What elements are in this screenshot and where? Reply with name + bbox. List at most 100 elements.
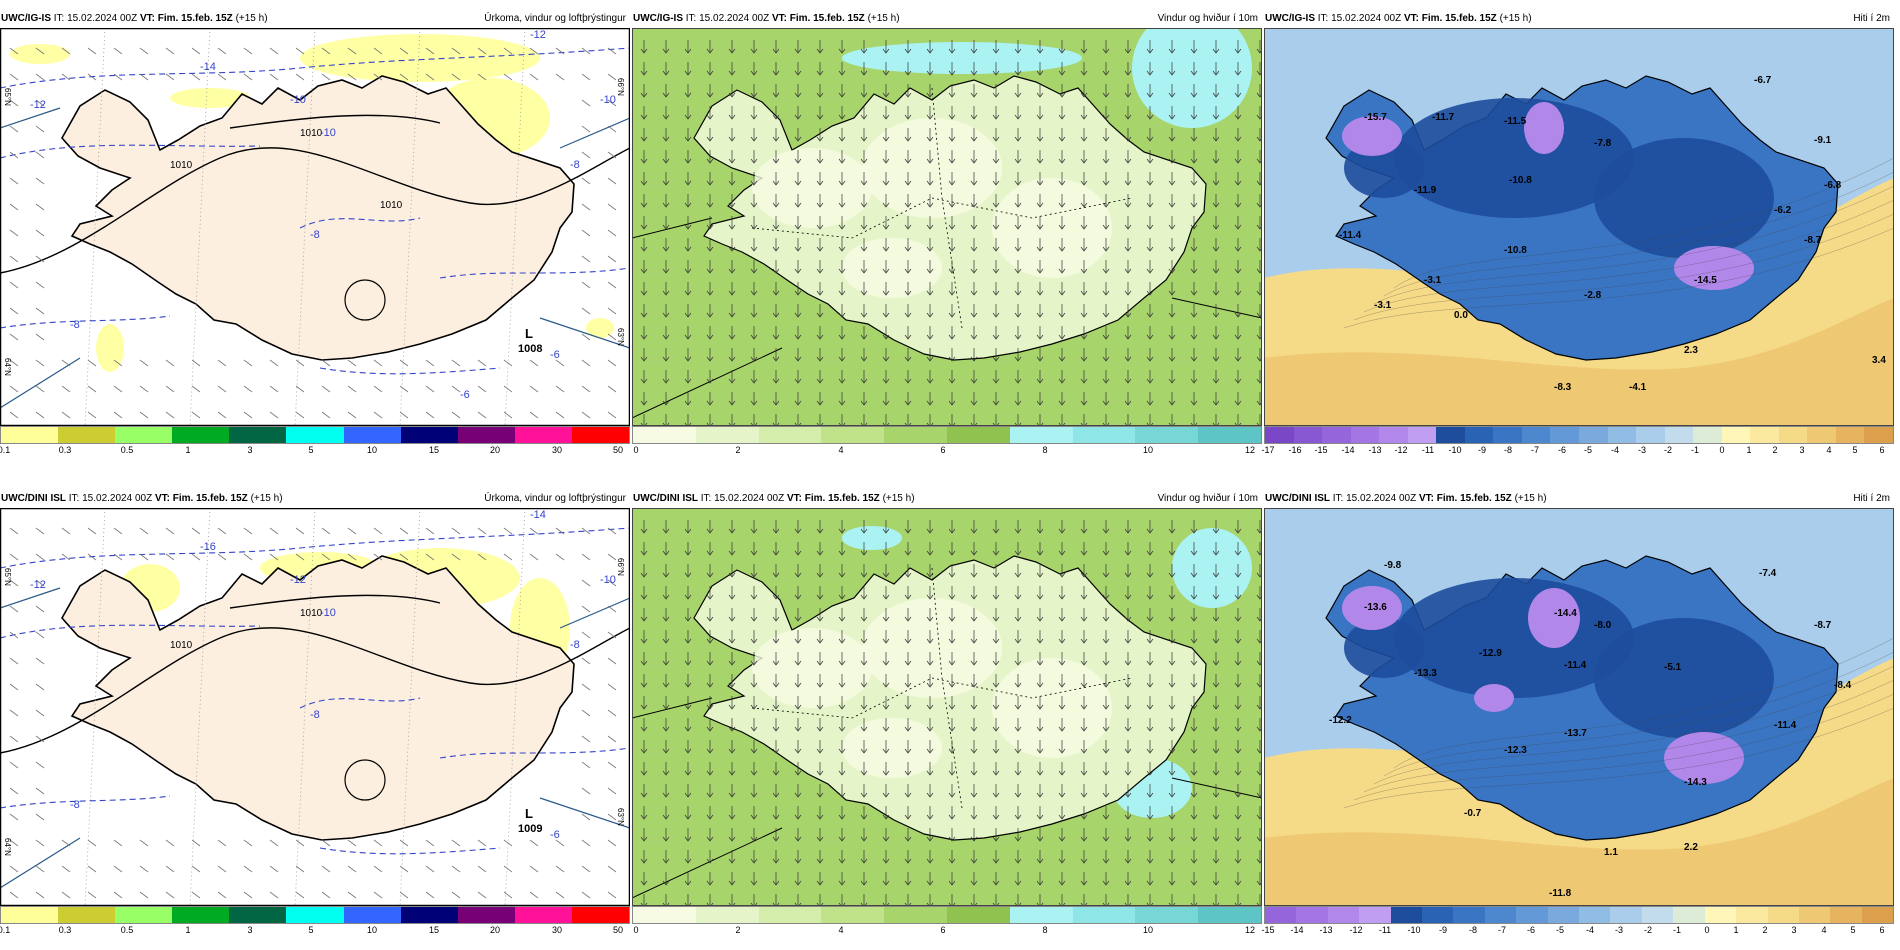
wind-barb [35,709,45,717]
init-time: IT: 15.02.2024 00Z [1317,13,1402,24]
wind-arrow [1190,106,1198,120]
wind-arrow [838,62,846,76]
wind-arrow [772,150,780,164]
colorbar-swatch [1293,427,1323,443]
wind-arrow [838,238,846,252]
wind-arrow [772,128,780,142]
wind-arrow [838,150,846,164]
wind-arrow [1146,304,1154,318]
wind-arrow [948,608,956,622]
wind-arrow [838,784,846,798]
colorbar-swatch [1484,907,1517,923]
wind-arrow [662,586,670,600]
wind-arrow [992,62,1000,76]
wind-barb [581,333,591,341]
wind-barb [607,709,617,717]
wind-arrow [1256,304,1262,318]
wind-arrow [1168,674,1176,688]
wind-arrow [1080,630,1088,644]
wind-arrow [970,128,978,142]
colorbar-tick-label: 10 [1142,925,1154,935]
wind-arrow [904,718,912,732]
wind-arrow [662,762,670,776]
wind-arrow [1058,850,1066,864]
wind-arrow [750,370,758,384]
wind-arrow [1212,326,1220,340]
wind-barb [607,657,617,665]
wind-arrow [1146,194,1154,208]
wind-arrow [1190,762,1198,776]
wind-arrow [904,630,912,644]
colorbar-swatch [1350,427,1380,443]
wind-arrow [1168,828,1176,842]
colorbar-swatch [1664,427,1694,443]
wind-barb [555,385,565,393]
wind-arrow [706,128,714,142]
wind-arrow [1146,740,1154,754]
wind-arrow [684,894,692,906]
wind-arrow [1234,828,1242,842]
wind-arrow [1080,172,1088,186]
colorbar-tick-label: 10 [366,925,378,935]
wind-arrow [1014,542,1022,556]
valid-time: VT: Fim. 15.feb. 15Z [786,493,880,504]
wind-arrow [860,128,868,142]
wind-arrow [728,150,736,164]
wind-arrow [904,828,912,842]
wind-arrow [684,740,692,754]
wind-barb [373,47,383,55]
wind-arrow [1058,326,1066,340]
wind-arrow [794,260,802,274]
latitude-label: 64°N [3,358,12,376]
wind-arrow [706,304,714,318]
wind-arrow [838,392,846,406]
wind-arrow [794,128,802,142]
wind-barb [35,177,45,185]
contour-line [1343,227,1894,329]
colorbar-tick-label: 0 [1719,445,1725,455]
wind-arrow [1234,194,1242,208]
wind-barb [451,385,461,393]
wind-arrow [948,62,956,76]
wind-arrow [1036,564,1044,578]
colorbar-tick-label: 50 [612,445,624,455]
wind-arrow [662,608,670,622]
wind-arrow [970,520,978,534]
wind-arrow [1014,62,1022,76]
wind-barb [373,891,383,899]
wind-arrow [1234,740,1242,754]
wind-arrow [750,194,758,208]
wind-arrow [904,392,912,406]
wind-arrow [706,216,714,230]
wind-arrow [1058,40,1066,54]
precip-area [586,318,614,338]
wind-barb [373,839,383,847]
wind-arrow [992,84,1000,98]
wind-arrow [1080,806,1088,820]
wind-barb [35,579,45,587]
colorbar-tick-label: -7 [1530,445,1540,455]
wind-arrow [926,62,934,76]
wind-arrow [1168,718,1176,732]
wind-arrow [1124,608,1132,622]
wind-barb [451,411,461,419]
colorbar-tick-label: 50 [612,925,624,935]
wind-arrow [882,172,890,186]
wind-arrow [684,348,692,362]
wind-arrow [640,696,648,710]
wind-arrow [992,806,1000,820]
wind-arrow [1102,630,1110,644]
colorbar-swatch [1198,427,1261,443]
wind-arrow [1124,106,1132,120]
wind-barb [451,527,461,535]
map-frame [1264,28,1894,426]
panel-title: Vindur og hviður í 10m [1157,493,1258,504]
wind-arrow [1212,740,1220,754]
wind-arrow [1014,894,1022,906]
wind-arrow [860,542,868,556]
colorbar-tick-label: -5 [1555,925,1565,935]
wind-arrow [948,304,956,318]
wind-arrow [794,828,802,842]
colorbar-tick-label: 2 [1772,445,1778,455]
wind-arrow [838,216,846,230]
